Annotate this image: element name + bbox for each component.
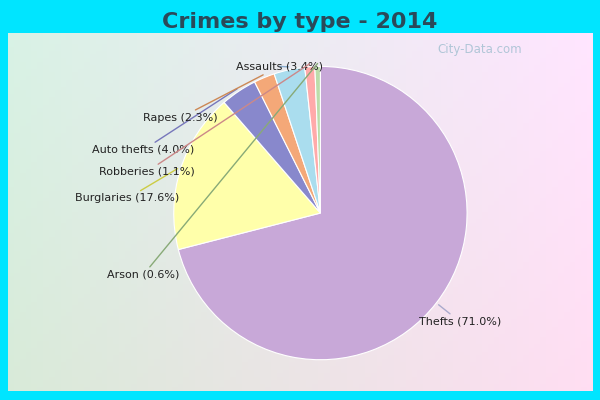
Text: Robberies (1.1%): Robberies (1.1%) [98,64,310,177]
Text: Thefts (71.0%): Thefts (71.0%) [419,305,501,326]
Wedge shape [254,74,320,213]
Text: Burglaries (17.6%): Burglaries (17.6%) [76,169,179,203]
Wedge shape [305,66,320,213]
Wedge shape [174,102,320,250]
Wedge shape [224,82,320,213]
Text: Auto thefts (4.0%): Auto thefts (4.0%) [92,89,237,155]
Wedge shape [178,66,467,360]
Text: Rapes (2.3%): Rapes (2.3%) [143,75,263,123]
Text: Arson (0.6%): Arson (0.6%) [107,64,317,280]
Wedge shape [274,67,320,213]
Text: Assaults (3.4%): Assaults (3.4%) [236,61,323,71]
Text: City-Data.com: City-Data.com [437,44,523,56]
Text: Crimes by type - 2014: Crimes by type - 2014 [163,12,437,32]
Wedge shape [315,66,320,213]
